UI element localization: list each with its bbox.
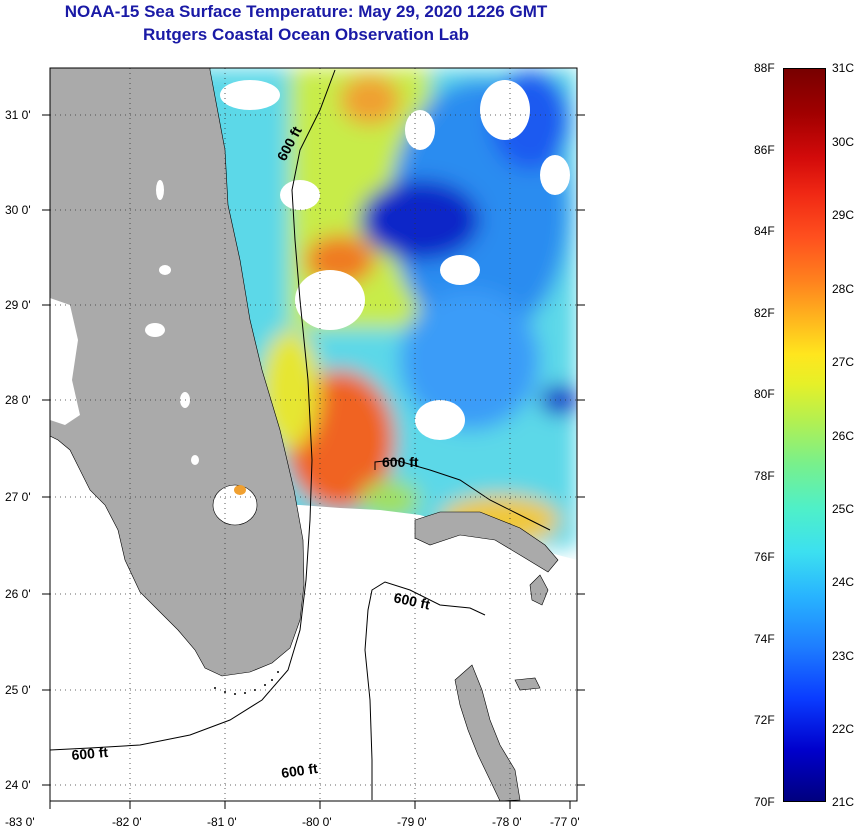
- lat-label: 25 0': [5, 683, 31, 697]
- celsius-label: 22C: [832, 722, 855, 736]
- lon-label: -79 0': [397, 815, 427, 829]
- lon-label: -78 0': [492, 815, 522, 829]
- lon-label: -82 0': [112, 815, 142, 829]
- celsius-label: 28C: [832, 282, 855, 296]
- gulf-water: [50, 298, 80, 425]
- fahrenheit-label: 72F: [754, 713, 775, 727]
- celsius-label: 24C: [832, 575, 855, 589]
- celsius-label: 26C: [832, 429, 855, 443]
- lon-label: -83 0': [5, 815, 35, 829]
- inland-lakes: [145, 180, 199, 465]
- celsius-label: 23C: [832, 649, 855, 663]
- axis-ticks: [42, 114, 585, 809]
- bahamas-land: [414, 511, 559, 801]
- contour-label: 600 ft: [71, 744, 109, 763]
- map-subtitle: Rutgers Coastal Ocean Observation Lab: [143, 25, 469, 44]
- isobath-600ft: [50, 69, 551, 800]
- lake-okeechobee: [212, 484, 258, 526]
- lon-label: -77 0': [550, 815, 580, 829]
- celsius-label: 29C: [832, 208, 855, 222]
- contour-label: 600 ft: [280, 760, 319, 781]
- lat-label: 26 0': [5, 587, 31, 601]
- contour-label: 600 ft: [392, 589, 431, 612]
- contour-label: 600 ft: [382, 454, 419, 470]
- celsius-label: 21C: [832, 795, 855, 809]
- celsius-label: 31C: [832, 61, 855, 75]
- fahrenheit-label: 86F: [754, 143, 775, 157]
- cloud-mask: [220, 80, 570, 440]
- fahrenheit-label: 76F: [754, 550, 775, 564]
- fahrenheit-label: 88F: [754, 61, 775, 75]
- lat-label: 31 0': [5, 108, 31, 122]
- florida-keys: [214, 671, 279, 695]
- fahrenheit-label: 70F: [754, 795, 775, 809]
- lat-label: 28 0': [5, 393, 31, 407]
- fahrenheit-label: 74F: [754, 632, 775, 646]
- graticule: [50, 68, 577, 801]
- map-title: NOAA-15 Sea Surface Temperature: May 29,…: [64, 2, 548, 21]
- celsius-label: 25C: [832, 502, 855, 516]
- celsius-label: 30C: [832, 135, 855, 149]
- lat-label: 24 0': [5, 778, 31, 792]
- fahrenheit-label: 80F: [754, 387, 775, 401]
- temperature-colorbar: [783, 68, 826, 802]
- fahrenheit-label: 84F: [754, 224, 775, 238]
- fahrenheit-label: 78F: [754, 469, 775, 483]
- fahrenheit-label: 82F: [754, 306, 775, 320]
- celsius-label: 27C: [832, 355, 855, 369]
- map-frame: [49, 67, 578, 802]
- lon-label: -81 0': [207, 815, 237, 829]
- lat-label: 27 0': [5, 490, 31, 504]
- lat-label: 30 0': [5, 203, 31, 217]
- lon-label: -80 0': [302, 815, 332, 829]
- lat-label: 29 0': [5, 298, 31, 312]
